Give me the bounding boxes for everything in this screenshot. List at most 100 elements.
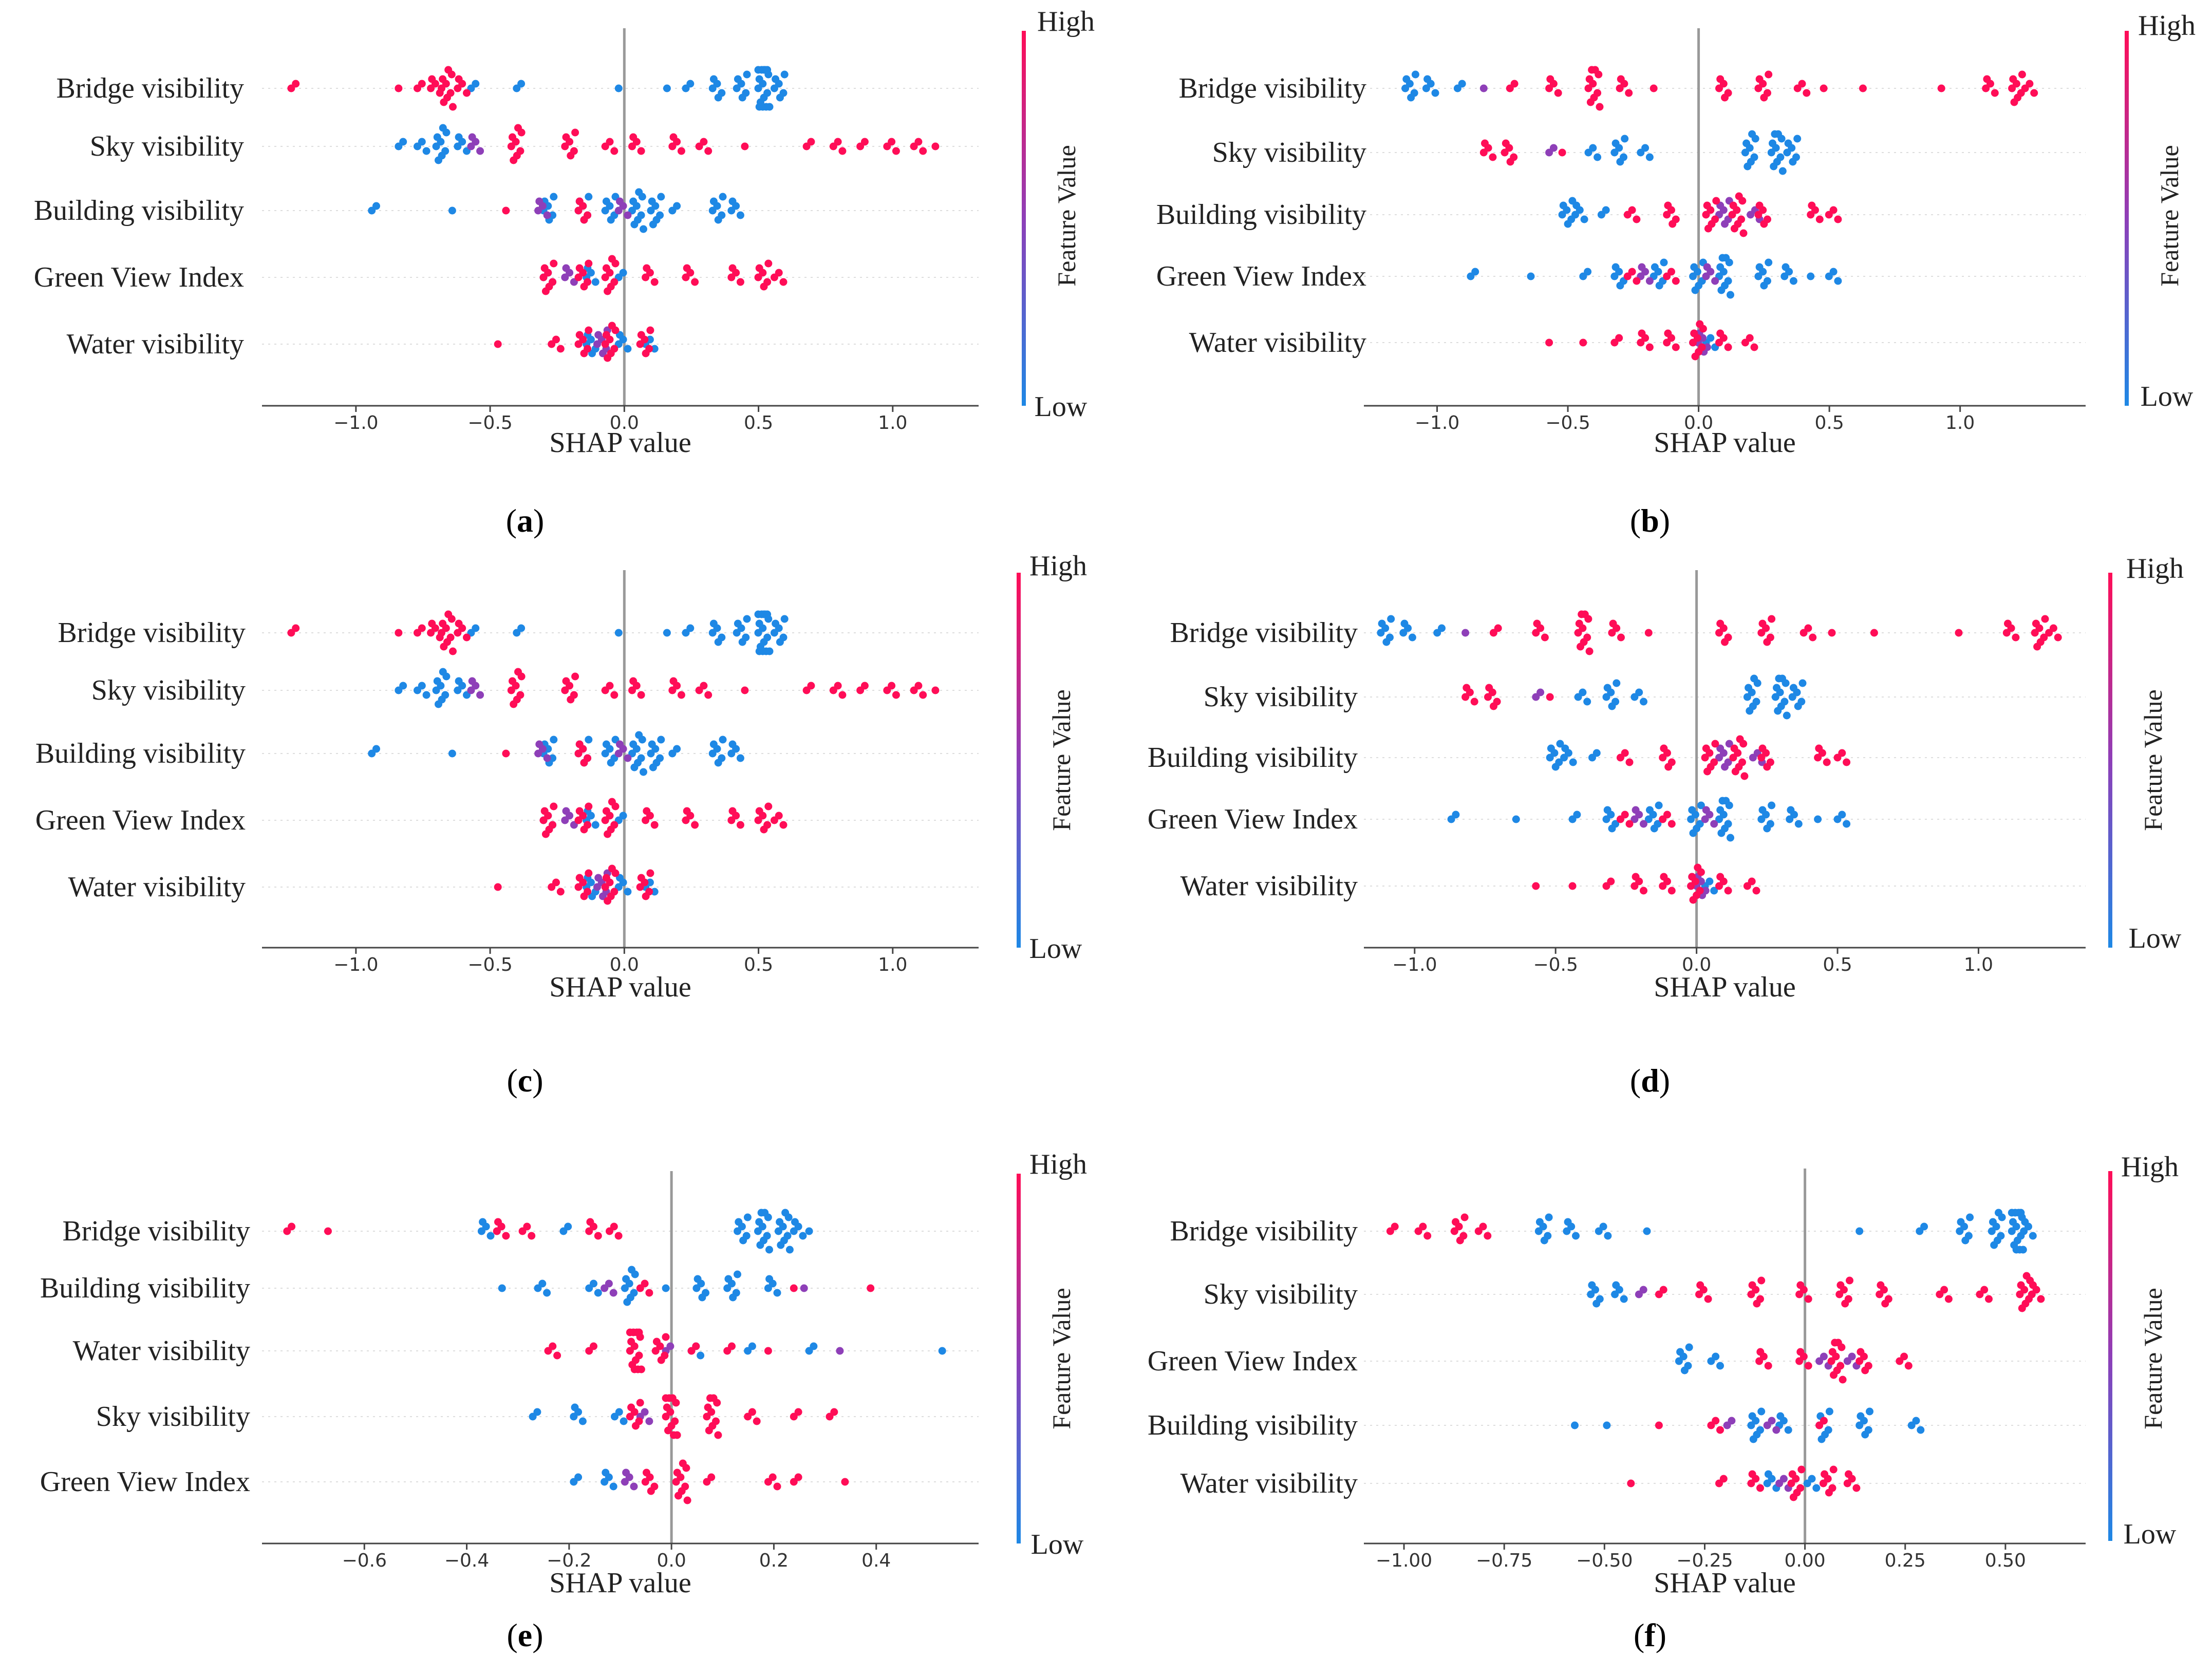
shap-point-high	[1768, 615, 1776, 623]
shap-point-low	[1744, 162, 1752, 171]
shap-point-high	[580, 216, 588, 224]
shap-point-low	[1594, 153, 1602, 161]
shap-point-low	[2029, 1232, 2037, 1240]
shap-point-low	[1829, 268, 1838, 276]
shap-point-low	[418, 682, 426, 690]
shap-point-low	[1866, 1407, 1873, 1416]
shap-point-high	[736, 821, 744, 829]
shap-point-high	[728, 264, 737, 272]
x-tick-label: −0.5	[1533, 954, 1578, 975]
shap-point-high	[2009, 75, 2017, 83]
shap-point-high	[914, 138, 923, 146]
shap-point-low	[1834, 277, 1842, 285]
shap-point-low	[743, 615, 751, 623]
x-tick-label: 0.5	[1823, 954, 1852, 975]
shap-point-low	[1957, 1218, 1965, 1226]
shap-point-high	[549, 1342, 557, 1350]
shap-point-high	[575, 264, 584, 272]
shap-point-high	[838, 691, 847, 699]
shap-point-high	[764, 802, 773, 811]
colorbar-title: Feature Value	[1052, 145, 1081, 286]
shap-point-low	[754, 610, 762, 618]
shap-point-low	[602, 197, 610, 205]
shap-point-low	[1547, 744, 1555, 752]
feature-label: Building visibility	[1156, 199, 1366, 231]
shap-point-low	[472, 624, 480, 632]
shap-point-high	[834, 138, 842, 146]
shap-point-low	[1641, 144, 1649, 152]
shap-point-low	[1604, 1232, 1612, 1240]
shap-point-low	[585, 736, 593, 744]
shap-point-low	[1758, 806, 1767, 814]
shap-point-low	[543, 1289, 551, 1297]
shap-point-high	[775, 812, 783, 820]
shap-point-high	[1756, 1348, 1765, 1356]
shap-point-high	[760, 825, 768, 834]
shap-point-low	[1990, 1241, 1998, 1249]
shap-point-high	[1546, 693, 1554, 701]
shap-point-high	[1703, 767, 1711, 776]
shap-point-low	[1770, 162, 1778, 171]
shap-point-high	[2037, 1295, 2045, 1303]
shap-point-high	[567, 152, 575, 160]
x-tick-label: 1.0	[878, 954, 907, 975]
shap-point-low	[1995, 1209, 2002, 1217]
shap-point-high	[1845, 1470, 1852, 1478]
shap-point-low	[1458, 80, 1466, 88]
shap-point-high	[683, 807, 691, 815]
shap-point-low	[776, 638, 784, 646]
shap-point-low	[1775, 674, 1783, 683]
shap-point-low	[719, 736, 727, 744]
shap-point-low	[1572, 201, 1581, 210]
shap-point-low	[1783, 711, 1791, 720]
shap-point-high	[1764, 1362, 1772, 1370]
shap-point-high	[606, 682, 614, 690]
shap-point-high	[1796, 1348, 1805, 1356]
shap-point-high	[1823, 758, 1831, 766]
shap-point-high	[1625, 820, 1634, 828]
shap-point-low	[1612, 1281, 1620, 1289]
shap-point-high	[1789, 1493, 1797, 1501]
shap-point-low	[709, 75, 718, 83]
shap-point-high	[541, 287, 550, 295]
shap-point-high	[1391, 1222, 1399, 1231]
shap-point-low	[646, 878, 654, 887]
shap-point-high	[1760, 220, 1768, 228]
shap-point-low	[1635, 688, 1643, 696]
feature-label: Sky visibility	[90, 130, 244, 162]
shap-point-high	[550, 259, 558, 268]
shap-point-mid	[616, 197, 624, 205]
shap-point-high	[657, 1356, 665, 1364]
shap-point-high	[1809, 633, 1817, 642]
shap-point-high	[602, 264, 610, 272]
shap-point-high	[1757, 1276, 1766, 1285]
shap-point-high	[514, 124, 522, 132]
shap-point-high	[1834, 215, 1842, 223]
shap-point-high	[860, 138, 869, 146]
shap-point-high	[602, 874, 610, 882]
shap-point-low	[1438, 624, 1446, 632]
shap-point-low	[1452, 811, 1460, 819]
shap-point-low	[1778, 167, 1787, 175]
shap-point-high	[2029, 1281, 2037, 1289]
shap-point-high	[1752, 887, 1760, 895]
shap-point-low	[1535, 1218, 1544, 1226]
shap-point-high	[1423, 1232, 1432, 1240]
shap-point-low	[1603, 684, 1611, 692]
x-tick-label: 1.0	[1964, 954, 1993, 975]
shap-point-low	[738, 93, 746, 102]
shap-point-low	[1608, 702, 1616, 710]
shap-point-high	[1502, 139, 1510, 147]
shap-point-mid	[1703, 263, 1711, 271]
colorbar	[1017, 1174, 1021, 1543]
x-tick-label: 1.0	[1945, 412, 1975, 434]
shap-point-high	[700, 138, 708, 146]
shap-point-low	[1718, 797, 1727, 805]
shap-point-high	[2054, 633, 2062, 642]
shap-point-high	[395, 629, 403, 637]
shap-point-low	[728, 197, 737, 205]
shap-point-high	[1724, 887, 1732, 895]
shap-point-low	[729, 1293, 737, 1302]
shap-point-high	[1625, 89, 1633, 97]
shap-point-high	[1991, 89, 1999, 97]
